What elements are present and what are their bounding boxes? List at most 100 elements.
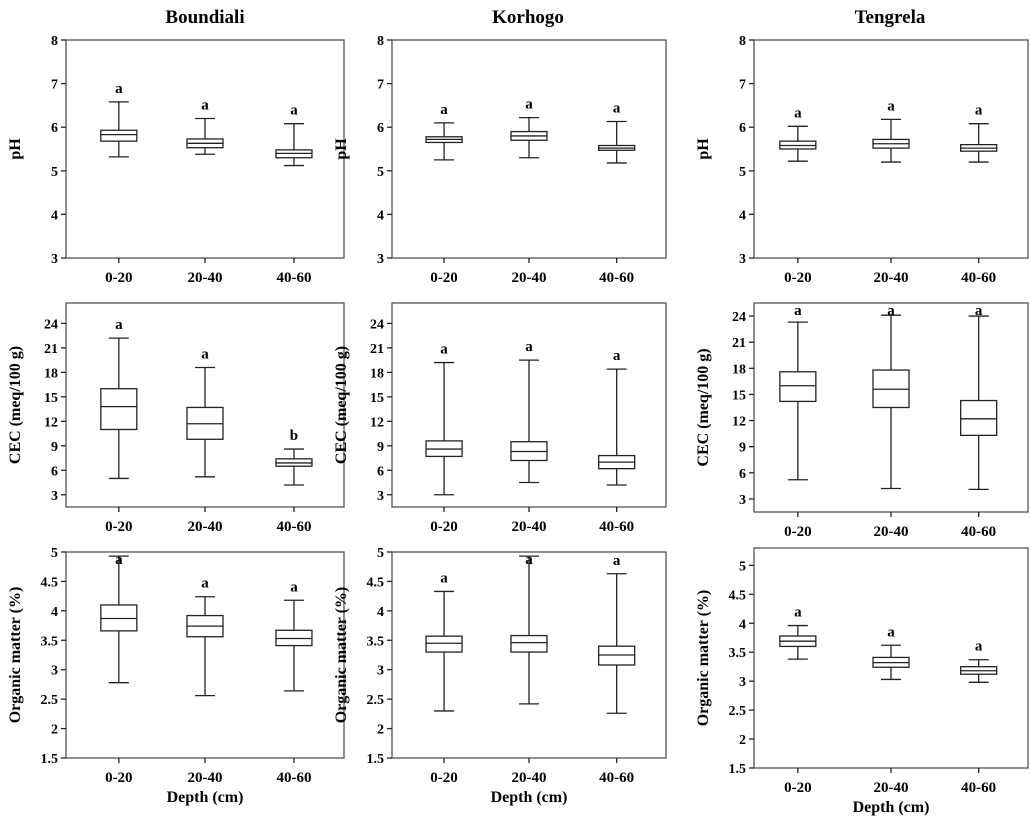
significance-letter: a bbox=[975, 103, 983, 119]
panel-8: 1.5 2 2.5 3 3.5 4 4.5 5 Organic matter (%) 0-20 a 2… bbox=[333, 546, 667, 806]
iqr-box bbox=[510, 634, 548, 653]
y-tick-label: 21 bbox=[370, 342, 384, 357]
y-axis-title: CEC (meq/100 g) bbox=[333, 346, 350, 464]
y-tick-label: 7 bbox=[377, 78, 384, 93]
y-tick-label: 18 bbox=[732, 362, 746, 377]
box-0-20: a bbox=[425, 102, 463, 161]
x-tick-label: 40-60 bbox=[276, 519, 311, 535]
iqr-box bbox=[425, 635, 463, 653]
significance-letter: a bbox=[290, 579, 298, 595]
box-20-40: a bbox=[186, 346, 224, 478]
x-tick-label: 20-40 bbox=[874, 780, 909, 796]
significance-letter: a bbox=[613, 101, 621, 117]
significance-letter: a bbox=[794, 303, 802, 319]
x-tick-label: 40-60 bbox=[961, 270, 996, 286]
y-tick-label: 1.5 bbox=[41, 752, 59, 767]
y-tick-label: 21 bbox=[732, 336, 746, 351]
y-tick-label: 3 bbox=[51, 664, 58, 679]
y-tick-label: 18 bbox=[44, 366, 58, 381]
significance-letter: a bbox=[794, 105, 802, 121]
x-tick-label: 0-20 bbox=[430, 519, 458, 535]
y-axis-title: CEC (meq/100 g) bbox=[7, 346, 24, 464]
box-0-20: a bbox=[779, 303, 817, 481]
y-tick-label: 6 bbox=[51, 464, 58, 479]
panel-7: 1.5 2 2.5 3 3.5 4 4.5 5 Organic matter (%) 0-20 a 2… bbox=[7, 546, 345, 806]
significance-letter: a bbox=[201, 346, 209, 362]
y-tick-label: 2.5 bbox=[41, 693, 59, 708]
y-axis-title: Organic matter (%) bbox=[695, 590, 712, 727]
significance-letter: a bbox=[440, 342, 448, 358]
y-tick-label: 3 bbox=[51, 252, 58, 267]
significance-letter: a bbox=[525, 97, 533, 113]
y-tick-label: 8 bbox=[51, 34, 58, 49]
y-tick-label: 5 bbox=[51, 165, 58, 180]
y-tick-label: 12 bbox=[370, 415, 384, 430]
x-tick-label: 20-40 bbox=[512, 519, 547, 535]
y-tick-label: 6 bbox=[377, 121, 384, 136]
box-0-20: a bbox=[779, 605, 817, 660]
y-axis-title: Organic matter (%) bbox=[7, 587, 24, 724]
x-tick-label: 20-40 bbox=[512, 770, 547, 786]
box-40-60: a bbox=[275, 579, 313, 692]
box-20-40: a bbox=[872, 624, 910, 681]
y-tick-label: 8 bbox=[377, 34, 384, 49]
iqr-box bbox=[100, 388, 138, 431]
x-axis-title: Depth (cm) bbox=[491, 789, 568, 806]
y-tick-label: 1.5 bbox=[729, 762, 747, 777]
box-0-20: a bbox=[779, 105, 817, 162]
x-tick-label: 40-60 bbox=[599, 770, 634, 786]
y-tick-label: 2 bbox=[739, 733, 746, 748]
y-tick-label: 6 bbox=[377, 464, 384, 479]
x-tick-label: 0-20 bbox=[784, 524, 812, 540]
y-tick-label: 9 bbox=[377, 440, 384, 455]
significance-letter: a bbox=[115, 317, 123, 333]
box-20-40: a bbox=[186, 97, 224, 155]
box-40-60: a bbox=[960, 103, 998, 163]
y-tick-label: 9 bbox=[51, 440, 58, 455]
y-tick-label: 4 bbox=[377, 605, 384, 620]
y-tick-label: 15 bbox=[370, 391, 384, 406]
x-tick-label: 40-60 bbox=[961, 524, 996, 540]
box-0-20: a bbox=[100, 552, 138, 684]
y-tick-label: 2.5 bbox=[367, 693, 385, 708]
x-tick-label: 20-40 bbox=[874, 524, 909, 540]
y-tick-label: 4.5 bbox=[729, 588, 747, 603]
box-20-40: a bbox=[510, 552, 548, 705]
significance-letter: a bbox=[794, 605, 802, 621]
panel-4: 3 6 9 12 15 18 21 24 CEC (meq/100 g) 0-20 a 20-40 a 4… bbox=[7, 302, 345, 535]
y-tick-label: 15 bbox=[732, 388, 746, 403]
x-axis-title: Depth (cm) bbox=[167, 789, 244, 806]
box-20-40: a bbox=[186, 576, 224, 697]
y-tick-label: 21 bbox=[44, 342, 58, 357]
box-40-60: a bbox=[598, 348, 636, 486]
box-40-60: a bbox=[275, 103, 313, 167]
y-tick-label: 4 bbox=[51, 605, 58, 620]
y-tick-label: 24 bbox=[732, 310, 746, 325]
box-40-60: a bbox=[960, 639, 998, 683]
y-axis-title: pH bbox=[7, 138, 24, 160]
significance-letter: a bbox=[975, 639, 983, 655]
panel-2: Korhogo 3 4 5 6 7 8 pH 0-20 a 20-40 a 40-60 a bbox=[333, 7, 667, 286]
box-20-40: a bbox=[510, 339, 548, 484]
y-tick-label: 2 bbox=[377, 723, 384, 738]
y-tick-label: 5 bbox=[51, 546, 58, 561]
significance-letter: a bbox=[201, 576, 209, 592]
significance-letter: a bbox=[115, 552, 123, 568]
x-tick-label: 20-40 bbox=[874, 270, 909, 286]
x-tick-label: 0-20 bbox=[784, 780, 812, 796]
y-tick-label: 12 bbox=[732, 415, 746, 430]
y-tick-label: 18 bbox=[370, 366, 384, 381]
box-40-60: a bbox=[598, 101, 636, 164]
y-tick-label: 7 bbox=[51, 78, 58, 93]
significance-letter: a bbox=[290, 103, 298, 119]
y-tick-label: 3 bbox=[739, 675, 746, 690]
significance-letter: a bbox=[440, 102, 448, 118]
x-tick-label: 0-20 bbox=[430, 270, 458, 286]
y-tick-label: 4.5 bbox=[41, 575, 59, 590]
x-tick-label: 0-20 bbox=[105, 770, 133, 786]
box-20-40: a bbox=[510, 97, 548, 159]
x-tick-label: 20-40 bbox=[512, 270, 547, 286]
y-tick-label: 3.5 bbox=[41, 634, 59, 649]
y-tick-label: 3 bbox=[739, 252, 746, 267]
y-tick-label: 4 bbox=[739, 208, 746, 223]
